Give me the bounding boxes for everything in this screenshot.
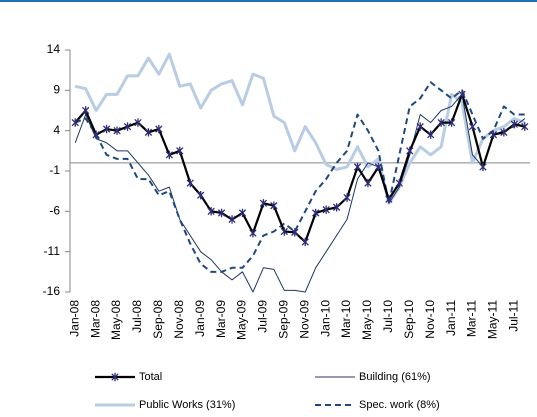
point-marker [249, 228, 257, 238]
point-marker [197, 191, 205, 200]
point-marker [489, 130, 498, 139]
series-line [74, 93, 526, 293]
y-tick-label: -6 [49, 204, 60, 218]
point-marker [71, 118, 79, 127]
point-marker [270, 201, 278, 210]
x-tick-label: Jan-11 [444, 300, 458, 336]
point-marker [186, 178, 194, 188]
point-marker [374, 162, 383, 172]
point-marker [510, 120, 518, 129]
point-marker [123, 122, 132, 131]
x-tick-label: Jan-08 [67, 300, 81, 337]
point-marker [458, 90, 466, 99]
series-line [74, 52, 526, 205]
x-tick-label: Mar-11 [465, 300, 479, 337]
legend-label: Building (61%) [359, 371, 431, 383]
y-tick-label: -1 [49, 163, 60, 177]
y-tick-label: 14 [47, 42, 61, 56]
point-marker [113, 126, 121, 135]
x-tick-label: Nov-10 [423, 300, 437, 339]
y-tick-label: -11 [44, 244, 61, 258]
x-tick-label: Mar-10 [339, 300, 353, 338]
point-marker [217, 208, 226, 218]
x-tick-label: Mar-09 [214, 300, 228, 338]
point-marker [228, 215, 236, 224]
x-tick-label: Jul-08 [130, 300, 144, 333]
point-marker [312, 208, 320, 218]
point-marker [165, 150, 173, 160]
point-marker [102, 124, 111, 134]
point-marker [437, 118, 445, 127]
y-tick-label: -16 [43, 284, 61, 298]
x-tick-label: Jul-10 [381, 300, 395, 333]
point-marker [82, 106, 90, 115]
point-marker [92, 130, 100, 139]
x-tick-label: Sep-10 [402, 300, 416, 339]
series-line [74, 93, 526, 244]
x-tick-label: May-08 [109, 300, 123, 340]
point-marker [207, 207, 215, 216]
point-marker [291, 228, 299, 237]
x-tick-label: Jul-09 [256, 300, 270, 333]
point-marker [416, 122, 424, 131]
point-marker [364, 178, 372, 188]
x-tick-label: Nov-09 [297, 300, 311, 339]
point-marker [332, 203, 341, 212]
point-marker [521, 122, 529, 131]
point-marker [259, 199, 268, 208]
point-marker [395, 178, 403, 188]
x-tick-label: Nov-08 [172, 300, 186, 339]
point-marker [301, 237, 309, 247]
legend-marker [111, 372, 119, 382]
point-marker [322, 205, 330, 214]
point-marker [406, 146, 414, 156]
point-marker [479, 162, 487, 172]
series-line [74, 81, 525, 273]
legend-label: Spec. work (8%) [359, 399, 440, 411]
y-tick-label: 9 [53, 83, 60, 97]
x-tick-label: Jan-09 [193, 300, 207, 337]
x-tick-label: May-10 [360, 300, 374, 340]
x-tick-label: May-09 [235, 300, 249, 340]
point-marker [176, 146, 184, 156]
legend-marker-shape [111, 372, 119, 382]
x-tick-label: May-11 [486, 300, 500, 339]
x-tick-label: Mar-08 [88, 300, 102, 338]
point-marker [280, 227, 288, 236]
point-marker [468, 122, 477, 131]
point-marker [500, 128, 508, 137]
point-marker [134, 118, 142, 127]
point-marker [155, 124, 163, 134]
point-marker [427, 130, 435, 139]
y-tick-label: 4 [53, 123, 60, 137]
point-marker [385, 195, 393, 204]
point-marker [144, 128, 153, 137]
legend-label: Total [139, 371, 162, 383]
legend-label: Public Works (31%) [139, 399, 235, 411]
point-marker [447, 118, 456, 127]
point-marker [353, 162, 362, 172]
x-tick-label: Jan-10 [318, 300, 332, 337]
x-tick-label: Sep-08 [151, 300, 165, 339]
point-marker [343, 193, 351, 202]
x-tick-label: Sep-09 [276, 300, 290, 339]
x-tick-label: Jul-11 [506, 300, 520, 332]
point-marker [238, 208, 247, 218]
